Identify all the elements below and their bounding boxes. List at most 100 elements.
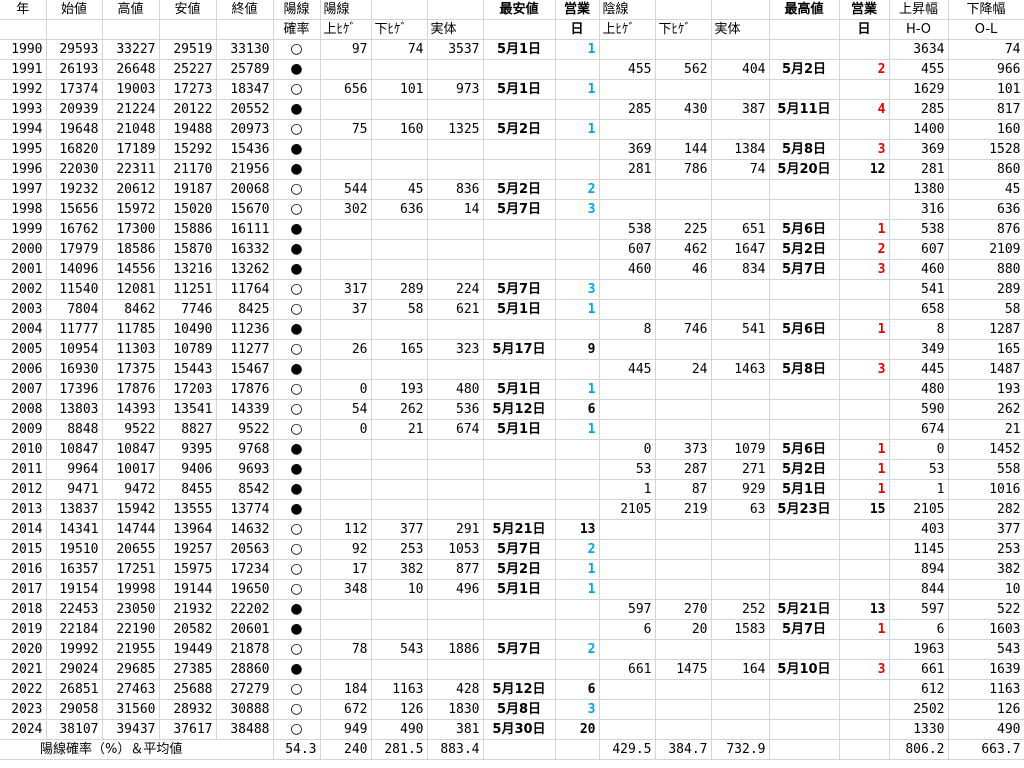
high-cell: 17876 bbox=[102, 379, 160, 400]
year-cell: 2005 bbox=[0, 339, 47, 360]
high-cell: 21955 bbox=[102, 639, 160, 660]
table-row: 2007 17396 17876 17203 17876 ○ 0 193 480 5月1日 1 480… bbox=[0, 379, 1024, 400]
max-price-date-cell bbox=[769, 539, 840, 560]
yin-upper-shadow-cell: 455 bbox=[599, 59, 656, 80]
low-cell: 20582 bbox=[159, 619, 217, 640]
high-cell: 17375 bbox=[102, 359, 160, 380]
yang-upper-shadow-cell: 656 bbox=[320, 79, 372, 100]
close-cell: 8425 bbox=[216, 299, 274, 320]
min-price-date-cell: 5月17日 bbox=[483, 339, 556, 360]
yang-upper-shadow-cell bbox=[320, 219, 372, 240]
fall-cell: 1016 bbox=[948, 479, 1024, 500]
max-price-date-cell bbox=[769, 419, 840, 440]
year-cell: 2022 bbox=[0, 679, 47, 700]
yang-body-cell: 1886 bbox=[427, 639, 484, 660]
header-year: 年 bbox=[0, 0, 47, 20]
low-cell: 15020 bbox=[159, 199, 217, 220]
yin-body-cell bbox=[711, 579, 770, 600]
max-price-date-cell bbox=[769, 339, 840, 360]
rise-cell: 844 bbox=[889, 579, 949, 600]
table-row: 2008 13803 14393 13541 14339 ○ 54 262 536 5月12日 6 5… bbox=[0, 399, 1024, 420]
year-cell: 2015 bbox=[0, 539, 47, 560]
yang-lower-shadow-cell: 543 bbox=[371, 639, 428, 660]
max-business-day-cell: 13 bbox=[839, 599, 890, 620]
candle-symbol: ○ bbox=[273, 299, 321, 320]
yin-upper-shadow-cell bbox=[599, 179, 656, 200]
high-cell: 22311 bbox=[102, 159, 160, 180]
max-business-day-cell bbox=[839, 539, 890, 560]
rise-cell: 3634 bbox=[889, 39, 949, 60]
max-price-date-cell bbox=[769, 579, 840, 600]
fall-cell: 165 bbox=[948, 339, 1024, 360]
rise-cell: 612 bbox=[889, 679, 949, 700]
header-open: 始値 bbox=[46, 0, 103, 20]
min-business-day-cell: 1 bbox=[555, 79, 600, 100]
yin-body-cell: 541 bbox=[711, 319, 770, 340]
header-low: 安値 bbox=[159, 0, 217, 20]
min-price-date-cell bbox=[483, 219, 556, 240]
close-cell: 20563 bbox=[216, 539, 274, 560]
min-price-date-cell bbox=[483, 599, 556, 620]
yang-upper-shadow-cell bbox=[320, 139, 372, 160]
header-min-price: 最安値 bbox=[483, 0, 556, 20]
min-price-date-cell: 5月7日 bbox=[483, 279, 556, 300]
rise-cell: 1330 bbox=[889, 719, 949, 740]
header-row-2: 確率 上ﾋｹﾞ 下ﾋｹﾞ 実体 日 上ﾋｹﾞ 下ﾋｹﾞ 実体 日 H-O O-L bbox=[0, 19, 1024, 40]
yang-lower-shadow-cell: 382 bbox=[371, 559, 428, 580]
rise-cell: 894 bbox=[889, 559, 949, 580]
low-cell: 13541 bbox=[159, 399, 217, 420]
yin-lower-shadow-cell bbox=[655, 299, 712, 320]
high-cell: 10017 bbox=[102, 459, 160, 480]
close-cell: 16111 bbox=[216, 219, 274, 240]
yin-upper-shadow-cell bbox=[599, 279, 656, 300]
yang-lower-shadow-cell bbox=[371, 459, 428, 480]
high-cell: 27463 bbox=[102, 679, 160, 700]
yang-lower-shadow-cell bbox=[371, 499, 428, 520]
candle-symbol: ● bbox=[273, 319, 321, 340]
yang-lower-shadow-cell bbox=[371, 619, 428, 640]
rise-cell: 658 bbox=[889, 299, 949, 320]
year-cell: 1994 bbox=[0, 119, 47, 140]
yang-body-cell bbox=[427, 99, 484, 120]
year-cell: 2012 bbox=[0, 479, 47, 500]
fall-cell: 282 bbox=[948, 499, 1024, 520]
max-business-day-cell: 2 bbox=[839, 59, 890, 80]
yin-body-cell bbox=[711, 399, 770, 420]
yang-lower-shadow-cell bbox=[371, 359, 428, 380]
open-cell: 26193 bbox=[46, 59, 103, 80]
rise-cell: 316 bbox=[889, 199, 949, 220]
yang-body-cell bbox=[427, 359, 484, 380]
year-cell: 1999 bbox=[0, 219, 47, 240]
min-business-day-cell bbox=[555, 99, 600, 120]
yin-upper-shadow-cell bbox=[599, 579, 656, 600]
header-yang-body: 実体 bbox=[427, 19, 484, 40]
candle-symbol: ● bbox=[273, 439, 321, 460]
year-cell: 1992 bbox=[0, 79, 47, 100]
yang-lower-shadow-cell bbox=[371, 59, 428, 80]
year-cell: 2006 bbox=[0, 359, 47, 380]
yin-body-cell: 1463 bbox=[711, 359, 770, 380]
high-cell: 22190 bbox=[102, 619, 160, 640]
close-cell: 15670 bbox=[216, 199, 274, 220]
low-cell: 19488 bbox=[159, 119, 217, 140]
yang-body-cell: 224 bbox=[427, 279, 484, 300]
yang-upper-shadow-cell: 302 bbox=[320, 199, 372, 220]
yin-lower-shadow-cell: 270 bbox=[655, 599, 712, 620]
high-cell: 18586 bbox=[102, 239, 160, 260]
yin-lower-shadow-cell: 430 bbox=[655, 99, 712, 120]
max-price-date-cell: 5月2日 bbox=[769, 459, 840, 480]
min-business-day-cell bbox=[555, 439, 600, 460]
yang-body-cell: 14 bbox=[427, 199, 484, 220]
header-yin-lower-shadow: 下ﾋｹﾞ bbox=[655, 19, 712, 40]
max-price-date-cell: 5月11日 bbox=[769, 99, 840, 120]
yin-body-cell: 651 bbox=[711, 219, 770, 240]
high-cell: 20612 bbox=[102, 179, 160, 200]
yin-body-cell bbox=[711, 339, 770, 360]
fall-cell: 10 bbox=[948, 579, 1024, 600]
table-row: 2024 38107 39437 37617 38488 ○ 949 490 381 5月30日 2… bbox=[0, 719, 1024, 740]
yin-body-cell bbox=[711, 39, 770, 60]
min-business-day-cell bbox=[555, 359, 600, 380]
yang-upper-shadow-cell: 0 bbox=[320, 379, 372, 400]
fall-cell: 860 bbox=[948, 159, 1024, 180]
